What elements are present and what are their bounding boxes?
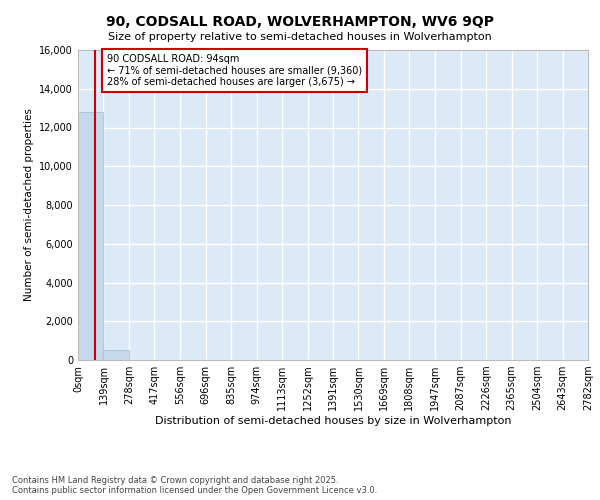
Text: Size of property relative to semi-detached houses in Wolverhampton: Size of property relative to semi-detach… [108, 32, 492, 42]
Text: 90, CODSALL ROAD, WOLVERHAMPTON, WV6 9QP: 90, CODSALL ROAD, WOLVERHAMPTON, WV6 9QP [106, 15, 494, 29]
Text: 90 CODSALL ROAD: 94sqm
← 71% of semi-detached houses are smaller (9,360)
28% of : 90 CODSALL ROAD: 94sqm ← 71% of semi-det… [107, 54, 362, 87]
Bar [78, 112, 103, 360]
X-axis label: Distribution of semi-detached houses by size in Wolverhampton: Distribution of semi-detached houses by … [155, 416, 511, 426]
Text: Contains HM Land Registry data © Crown copyright and database right 2025.
Contai: Contains HM Land Registry data © Crown c… [12, 476, 377, 495]
Y-axis label: Number of semi-detached properties: Number of semi-detached properties [24, 108, 34, 302]
Bar [103, 350, 129, 360]
